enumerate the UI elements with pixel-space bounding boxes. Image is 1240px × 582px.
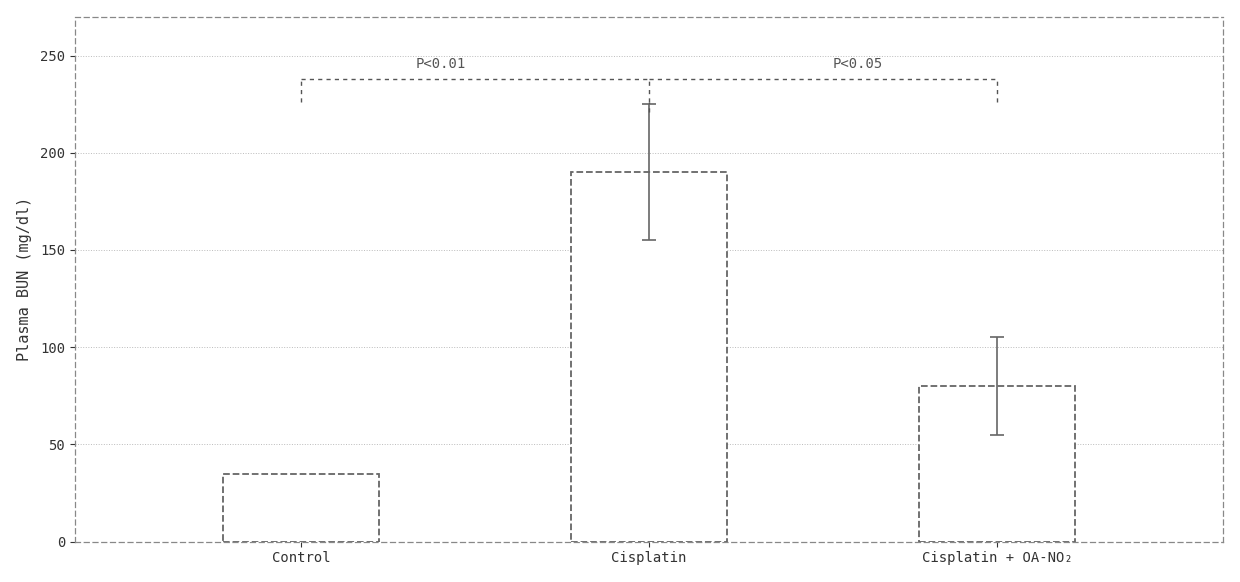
- Text: P<0.01: P<0.01: [415, 57, 465, 71]
- Text: P<0.05: P<0.05: [833, 57, 883, 71]
- Bar: [919, 386, 1075, 542]
- Bar: [570, 172, 728, 542]
- Y-axis label: Plasma BUN (mg/dl): Plasma BUN (mg/dl): [16, 197, 32, 361]
- Bar: [223, 474, 379, 542]
